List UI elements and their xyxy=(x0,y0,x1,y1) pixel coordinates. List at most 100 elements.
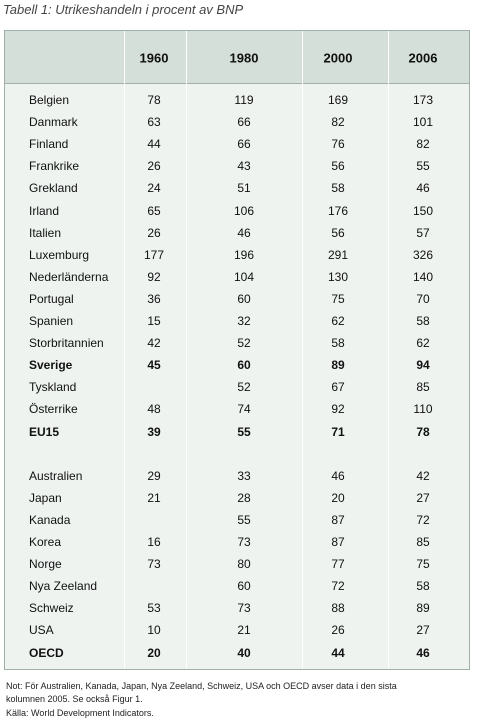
cell-value: 173 xyxy=(412,93,434,107)
cell-value: 72 xyxy=(331,579,345,594)
cell-value: 27 xyxy=(416,490,430,505)
cell-value: 24 xyxy=(147,181,161,196)
cell-value: 45 xyxy=(147,358,161,373)
cell-value: 58 xyxy=(416,314,430,328)
row-label: Portugal xyxy=(29,291,74,306)
cell-value: 21 xyxy=(237,623,251,638)
row-label: Kanada xyxy=(29,512,71,527)
cell-value: 58 xyxy=(416,579,430,594)
row-label: Belgien xyxy=(29,93,70,107)
cell-value: 15 xyxy=(147,314,161,328)
column-divider xyxy=(302,31,303,669)
row-label: Nederländerna xyxy=(29,269,109,284)
cell-value: 77 xyxy=(331,557,345,572)
row-label: Frankrike xyxy=(29,159,80,174)
cell-value: 42 xyxy=(416,468,430,483)
row-label: OECD xyxy=(29,645,64,660)
row-label: Schweiz xyxy=(29,601,74,616)
cell-value: 176 xyxy=(327,203,349,218)
cell-value: 20 xyxy=(331,490,345,505)
cell-value: 78 xyxy=(416,424,430,439)
row-label: Japan xyxy=(29,490,62,505)
row-label: Sverige xyxy=(29,358,73,373)
cell-value: 32 xyxy=(237,314,251,328)
footnote: Källa: World Development Indicators. xyxy=(6,708,154,718)
row-label: Spanien xyxy=(29,314,74,328)
cell-value: 89 xyxy=(331,358,345,373)
cell-value: 46 xyxy=(416,181,430,196)
row-label: Nya Zeeland xyxy=(29,579,98,594)
cell-value: 119 xyxy=(234,93,254,107)
cell-value: 70 xyxy=(416,291,430,306)
cell-value: 55 xyxy=(237,512,251,527)
header-row xyxy=(5,31,469,84)
cell-value: 52 xyxy=(237,336,251,351)
cell-value: 36 xyxy=(147,291,161,306)
cell-value: 62 xyxy=(416,336,430,351)
cell-value: 82 xyxy=(416,137,430,152)
cell-value: 66 xyxy=(237,115,251,130)
cell-value: 55 xyxy=(237,424,251,439)
cell-value: 67 xyxy=(331,380,345,395)
cell-value: 43 xyxy=(237,159,251,174)
cell-value: 291 xyxy=(327,247,349,262)
cell-value: 58 xyxy=(331,336,345,351)
table: 1960 1980 2000 2006 Belgien 78 119 169 173 Danmar… xyxy=(4,30,470,670)
cell-value: 60 xyxy=(237,291,251,306)
cell-value: 57 xyxy=(416,225,430,240)
row-label: Danmark xyxy=(29,115,78,130)
cell-value: 60 xyxy=(237,358,251,373)
footnote: Not: För Australien, Kanada, Japan, Nya … xyxy=(6,681,397,691)
cell-value: 73 xyxy=(237,535,251,549)
cell-value: 46 xyxy=(416,645,430,660)
cell-value: 73 xyxy=(147,557,161,572)
cell-value: 44 xyxy=(331,645,345,660)
cell-value: 150 xyxy=(412,203,434,218)
cell-value: 196 xyxy=(233,247,255,262)
cell-value: 169 xyxy=(327,93,349,107)
row-label: Finland xyxy=(29,137,69,152)
cell-value: 106 xyxy=(233,203,255,218)
cell-value: 71 xyxy=(331,424,345,439)
cell-value: 40 xyxy=(237,645,251,660)
row-label: Norge xyxy=(29,557,62,572)
column-divider xyxy=(124,31,125,669)
cell-value: 26 xyxy=(331,623,345,638)
cell-value: 92 xyxy=(331,402,345,417)
row-label: Australien xyxy=(29,468,83,483)
row-label: Luxemburg xyxy=(29,247,90,262)
cell-value: 78 xyxy=(147,93,161,107)
cell-value: 82 xyxy=(331,115,345,130)
cell-value: 55 xyxy=(416,159,430,174)
cell-value: 27 xyxy=(416,623,430,638)
cell-value: 87 xyxy=(331,535,345,549)
cell-value: 75 xyxy=(416,557,430,572)
cell-value: 85 xyxy=(416,380,430,395)
column-divider xyxy=(186,31,187,669)
cell-value: 26 xyxy=(147,225,161,240)
cell-value: 33 xyxy=(237,468,251,483)
cell-value: 75 xyxy=(331,291,345,306)
cell-value: 73 xyxy=(237,601,251,616)
cell-value: 104 xyxy=(233,269,255,284)
cell-value: 326 xyxy=(412,247,434,262)
cell-value: 65 xyxy=(147,203,161,218)
column-header: 2006 xyxy=(408,50,438,66)
row-label: EU15 xyxy=(29,424,60,439)
row-label: Storbritannien xyxy=(29,336,104,351)
cell-value: 62 xyxy=(331,314,345,328)
cell-value: 39 xyxy=(147,424,161,439)
cell-value: 101 xyxy=(412,115,434,130)
cell-value: 51 xyxy=(237,181,251,196)
cell-value: 28 xyxy=(237,490,251,505)
row-label: Grekland xyxy=(29,181,78,196)
cell-value: 89 xyxy=(416,601,430,616)
cell-value: 20 xyxy=(147,645,161,660)
cell-value: 177 xyxy=(143,247,165,262)
cell-value: 110 xyxy=(413,402,433,417)
cell-value: 85 xyxy=(416,535,430,549)
cell-value: 76 xyxy=(331,137,345,152)
cell-value: 46 xyxy=(237,225,251,240)
cell-value: 46 xyxy=(331,468,345,483)
